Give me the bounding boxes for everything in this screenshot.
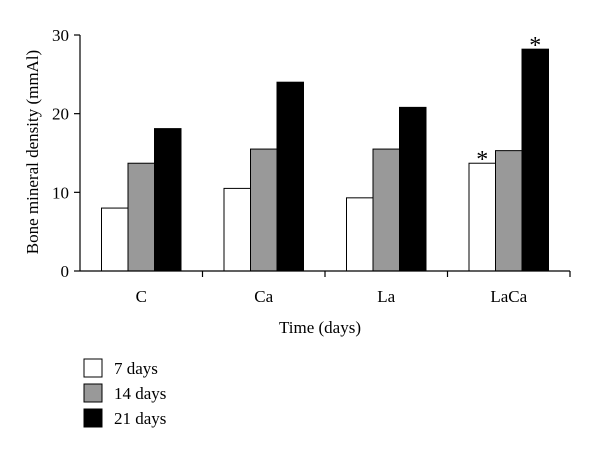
legend-label: 14 days xyxy=(114,384,166,403)
y-axis-label: Bone mineral density (mmAl) xyxy=(23,50,42,254)
x-axis-label: Time (days) xyxy=(279,318,361,337)
legend-swatch xyxy=(83,408,103,428)
y-ticks: 0 10 20 30 xyxy=(52,26,80,281)
legend: 7 days 14 days 21 days xyxy=(83,358,166,428)
y-tick-label: 0 xyxy=(61,262,70,281)
y-tick-label: 30 xyxy=(52,26,69,45)
annotations: ** xyxy=(476,33,541,173)
legend-label: 21 days xyxy=(114,409,166,428)
bar-laca-0 xyxy=(468,162,496,272)
bar-laca-1 xyxy=(495,150,523,272)
x-tick-label: LaCa xyxy=(490,287,527,306)
legend-swatch xyxy=(83,358,103,378)
significance-asterisk: * xyxy=(476,147,488,173)
bar-c-0 xyxy=(101,207,129,272)
x-ticks: C Ca La LaCa xyxy=(136,271,571,306)
bar-laca-2 xyxy=(521,48,549,272)
y-tick-label: 20 xyxy=(52,105,69,124)
bar-ca-0 xyxy=(223,187,251,272)
x-tick-label: Ca xyxy=(254,287,273,306)
significance-asterisk: * xyxy=(529,33,541,59)
x-tick-label: C xyxy=(136,287,147,306)
bar-c-2 xyxy=(154,128,182,272)
bar-ca-1 xyxy=(250,148,278,272)
x-tick-label: La xyxy=(377,287,395,306)
bar-la-0 xyxy=(346,197,374,272)
bar-c-1 xyxy=(127,162,155,272)
y-tick-label: 10 xyxy=(52,183,69,202)
bar-ca-2 xyxy=(276,81,304,272)
bars xyxy=(101,48,549,272)
legend-swatch xyxy=(83,383,103,403)
legend-label: 7 days xyxy=(114,359,158,378)
bar-la-1 xyxy=(372,148,400,272)
bar-la-2 xyxy=(399,106,427,272)
